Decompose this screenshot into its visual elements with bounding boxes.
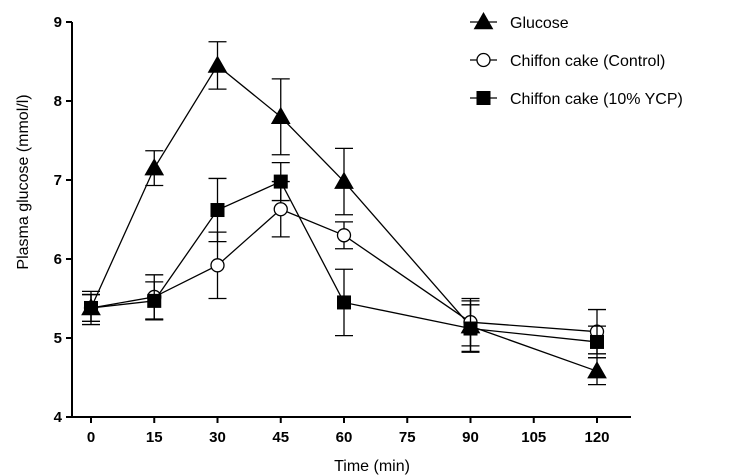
data-point-glucose xyxy=(334,171,354,189)
x-tick-label: 15 xyxy=(146,429,163,446)
data-point-glucose xyxy=(270,106,291,125)
legend-label-ycp: Chiffon cake (10% YCP) xyxy=(510,91,683,108)
data-point-ycp xyxy=(337,295,351,310)
legend-item-control: Chiffon cake (Control) xyxy=(470,52,665,70)
plot-area xyxy=(81,41,607,386)
x-axis-label: Time (min) xyxy=(334,458,410,475)
data-point-ycp xyxy=(463,321,478,336)
y-tick-label: 7 xyxy=(54,172,62,189)
legend-marker-control xyxy=(476,52,491,68)
data-point-control xyxy=(210,258,225,273)
y-tick-label: 8 xyxy=(54,93,62,110)
data-point-ycp xyxy=(210,203,225,218)
legend-label-control: Chiffon cake (Control) xyxy=(510,53,665,70)
y-axis-label: Plasma glucose (mmol/l) xyxy=(15,94,32,269)
data-point-control xyxy=(273,202,288,217)
data-point-control xyxy=(336,228,352,243)
x-tick-label: 75 xyxy=(399,429,416,446)
x-tick-label: 60 xyxy=(336,429,353,446)
data-point-ycp xyxy=(590,334,604,349)
data-point-glucose xyxy=(587,361,607,379)
y-tick-label: 6 xyxy=(54,251,62,268)
data-point-ycp xyxy=(147,293,162,308)
legend: Glucose Chiffon cake (Control) Chiffon cak… xyxy=(470,11,683,108)
x-tick-label: 90 xyxy=(462,429,479,446)
x-tick-label: 105 xyxy=(521,429,546,446)
legend-item-glucose: Glucose xyxy=(470,11,569,32)
series-ycp xyxy=(82,161,606,359)
data-point-glucose xyxy=(144,158,165,176)
data-point-ycp xyxy=(273,174,288,189)
legend-marker-glucose xyxy=(473,11,494,30)
x-tick-label: 45 xyxy=(272,429,289,446)
legend-label-glucose: Glucose xyxy=(510,15,569,32)
x-tick-label: 30 xyxy=(209,429,226,446)
x-tick-label: 0 xyxy=(87,429,95,446)
x-tick-label: 120 xyxy=(584,429,609,446)
y-tick-label: 9 xyxy=(54,14,62,31)
legend-marker-ycp xyxy=(476,91,491,105)
data-point-ycp xyxy=(84,300,98,315)
data-point-glucose xyxy=(207,55,228,73)
legend-item-ycp: Chiffon cake (10% YCP) xyxy=(470,91,683,108)
y-tick-label: 4 xyxy=(54,409,63,426)
y-tick-label: 5 xyxy=(54,330,62,347)
